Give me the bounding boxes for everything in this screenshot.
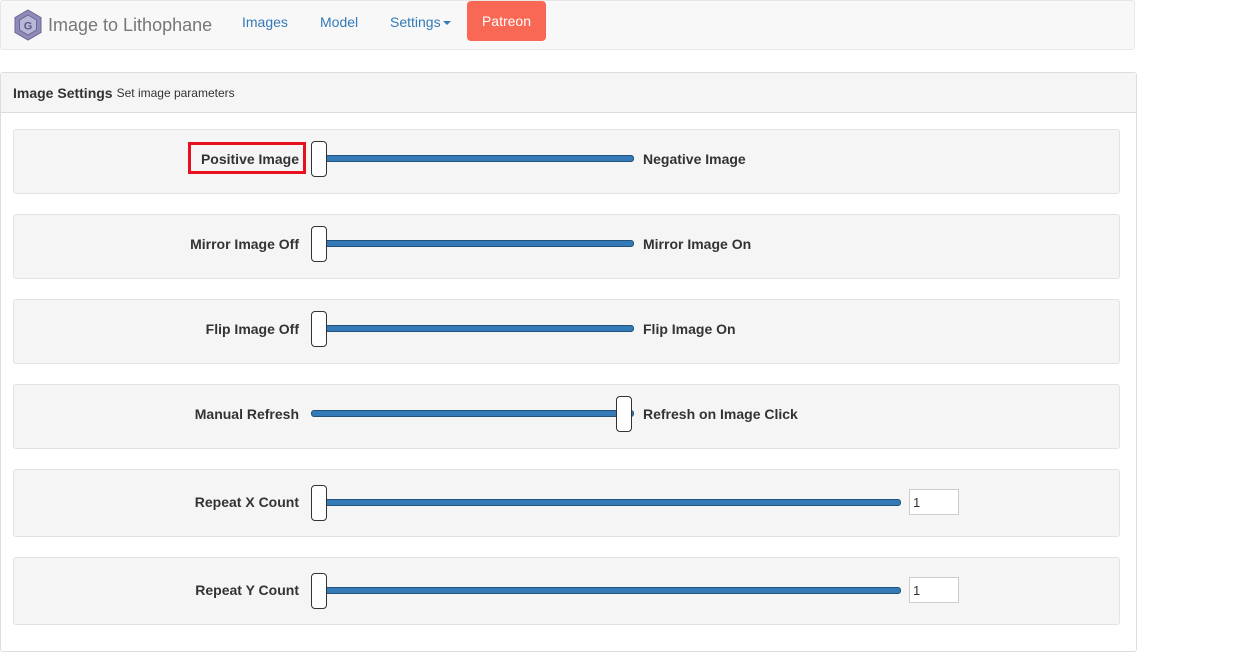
panel-heading: Image Settings Set image parameters bbox=[1, 73, 1136, 113]
panel-subtitle: Set image parameters bbox=[116, 85, 235, 100]
nav-settings-dropdown[interactable]: Settings bbox=[390, 14, 451, 30]
refresh-slider-handle[interactable] bbox=[616, 396, 632, 432]
repeat-x-label: Repeat X Count bbox=[194, 494, 299, 510]
nav-images[interactable]: Images bbox=[242, 14, 288, 30]
flip-off-label: Flip Image Off bbox=[205, 321, 299, 337]
repeat-y-slider-handle[interactable] bbox=[311, 573, 327, 609]
lithophane-logo-icon: G bbox=[14, 9, 42, 41]
repeat-x-slider-track[interactable] bbox=[311, 499, 901, 506]
flip-slider-track[interactable] bbox=[311, 325, 634, 332]
repeat-x-input[interactable] bbox=[909, 489, 959, 515]
flip-on-label: Flip Image On bbox=[643, 321, 736, 337]
negative-image-label: Negative Image bbox=[643, 151, 746, 167]
brand[interactable]: G Image to Lithophane bbox=[13, 7, 212, 43]
repeat-x-slider-handle[interactable] bbox=[311, 485, 327, 521]
refresh-on-click-label: Refresh on Image Click bbox=[643, 406, 798, 422]
positive-image-label: Positive Image bbox=[200, 151, 299, 167]
navbar: G Image to Lithophane Images Model Setti… bbox=[0, 0, 1135, 50]
mirror-slider-handle[interactable] bbox=[311, 226, 327, 262]
manual-refresh-label: Manual Refresh bbox=[194, 406, 299, 422]
highlight-box bbox=[188, 142, 306, 174]
svg-text:G: G bbox=[24, 21, 33, 33]
nav-settings-label: Settings bbox=[390, 14, 441, 30]
refresh-slider-track[interactable] bbox=[311, 410, 634, 417]
nav-model[interactable]: Model bbox=[320, 14, 359, 30]
mirror-on-label: Mirror Image On bbox=[643, 236, 752, 252]
patreon-button[interactable]: Patreon bbox=[467, 1, 546, 41]
repeat-y-slider-track[interactable] bbox=[311, 587, 901, 594]
repeat-y-label: Repeat Y Count bbox=[195, 582, 299, 598]
brand-title: Image to Lithophane bbox=[48, 14, 213, 35]
mirror-slider-track[interactable] bbox=[311, 240, 634, 247]
mirror-off-label: Mirror Image Off bbox=[190, 236, 299, 252]
caret-down-icon bbox=[442, 21, 451, 26]
repeat-y-input[interactable] bbox=[909, 577, 959, 603]
panel-title: Image Settings bbox=[13, 84, 113, 101]
positive-negative-slider-track[interactable] bbox=[311, 155, 634, 162]
flip-slider-handle[interactable] bbox=[311, 311, 327, 347]
positive-negative-slider-handle[interactable] bbox=[311, 141, 327, 177]
